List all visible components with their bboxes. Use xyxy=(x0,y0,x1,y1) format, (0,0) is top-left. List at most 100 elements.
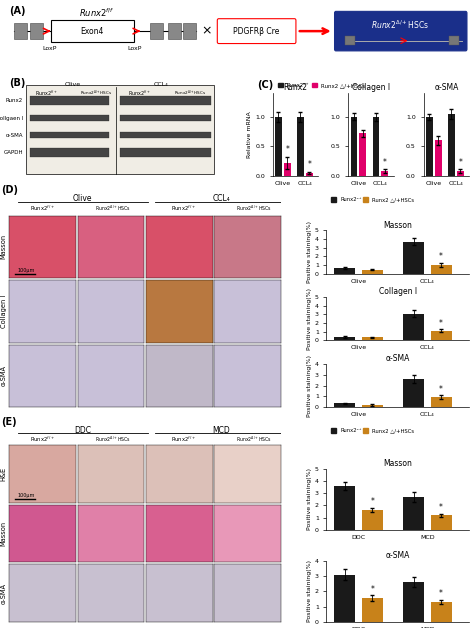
Y-axis label: Positive staining(%): Positive staining(%) xyxy=(307,288,312,350)
Bar xyxy=(51,20,134,42)
Text: Runx2$^{\Delta/+}$HSCs: Runx2$^{\Delta/+}$HSCs xyxy=(236,204,272,214)
Bar xyxy=(30,115,109,121)
Text: $\it{Runx2}^{f/f}$: $\it{Runx2}^{f/f}$ xyxy=(79,6,115,19)
Bar xyxy=(359,133,366,176)
Bar xyxy=(430,602,452,622)
Bar xyxy=(457,171,464,176)
Bar xyxy=(448,114,455,176)
Text: Runx2$^{f/+}$: Runx2$^{f/+}$ xyxy=(35,89,58,97)
Title: Masson: Masson xyxy=(383,220,412,230)
Legend: Runx2ᵒ⁺, Runx2 △/+HSCs: Runx2ᵒ⁺, Runx2 △/+HSCs xyxy=(275,80,367,90)
Bar xyxy=(297,117,304,176)
Bar xyxy=(120,97,211,105)
Text: *: * xyxy=(439,589,443,598)
Y-axis label: Positive staining(%): Positive staining(%) xyxy=(307,468,312,530)
Bar xyxy=(14,23,27,39)
Title: Masson: Masson xyxy=(383,459,412,468)
Bar xyxy=(30,148,109,158)
Legend: Runx2ᵒ⁺, Runx2 △/+HSCs: Runx2ᵒ⁺, Runx2 △/+HSCs xyxy=(329,426,417,435)
Y-axis label: Relative mRNA: Relative mRNA xyxy=(247,111,252,158)
Bar xyxy=(362,337,383,340)
Bar xyxy=(120,133,211,138)
Bar xyxy=(334,337,355,340)
Text: DDC: DDC xyxy=(74,426,91,435)
Text: Runx2$^{f/+}$: Runx2$^{f/+}$ xyxy=(30,204,55,214)
Text: α-SMA: α-SMA xyxy=(5,133,23,138)
Text: 100μm: 100μm xyxy=(18,268,35,273)
Bar xyxy=(334,486,355,529)
Bar xyxy=(403,313,424,340)
Text: Runx2$^{\Delta/+}$HSCs: Runx2$^{\Delta/+}$HSCs xyxy=(95,435,131,444)
Text: Runx2$^{f/+}$: Runx2$^{f/+}$ xyxy=(171,435,196,444)
Text: (C): (C) xyxy=(257,80,273,90)
Text: (D): (D) xyxy=(1,185,18,195)
Bar xyxy=(345,36,355,45)
Y-axis label: H&E: H&E xyxy=(0,467,7,481)
Bar xyxy=(430,331,452,340)
Text: Runx2$^{\Delta/+}$HSCs: Runx2$^{\Delta/+}$HSCs xyxy=(236,435,272,444)
Bar xyxy=(30,133,109,138)
Bar xyxy=(120,115,211,121)
Bar xyxy=(362,598,383,622)
Text: *: * xyxy=(370,497,374,506)
Y-axis label: Masson: Masson xyxy=(0,521,7,546)
Text: Olive: Olive xyxy=(73,195,92,203)
Bar xyxy=(168,23,181,39)
Text: (A): (A) xyxy=(9,6,26,16)
Bar xyxy=(30,23,43,39)
Bar xyxy=(30,97,109,105)
Title: α-SMA: α-SMA xyxy=(386,551,410,560)
Text: Runx2$^{\Delta/+}$HSCs: Runx2$^{\Delta/+}$HSCs xyxy=(174,89,206,97)
Text: *: * xyxy=(439,319,443,328)
Text: GAPDH: GAPDH xyxy=(3,150,23,155)
Title: Runx2: Runx2 xyxy=(283,84,308,92)
Bar xyxy=(362,270,383,274)
Bar xyxy=(334,403,355,407)
Title: α-SMA: α-SMA xyxy=(386,354,410,363)
Y-axis label: Positive staining(%): Positive staining(%) xyxy=(307,355,312,416)
Bar xyxy=(120,148,211,158)
Bar xyxy=(430,515,452,529)
Bar xyxy=(362,510,383,529)
Bar xyxy=(362,405,383,407)
Text: CCL₄: CCL₄ xyxy=(154,82,169,87)
Text: (E): (E) xyxy=(1,417,17,427)
Bar xyxy=(382,171,388,176)
Text: LoxP: LoxP xyxy=(128,46,142,51)
Text: *: * xyxy=(383,158,387,166)
Bar xyxy=(426,117,433,176)
Title: Collagen I: Collagen I xyxy=(352,84,390,92)
Text: PDGFRβ Cre: PDGFRβ Cre xyxy=(233,26,280,36)
Bar xyxy=(183,23,196,39)
Bar xyxy=(448,36,459,45)
Bar xyxy=(334,575,355,622)
Text: $\it{Runx2}^{\Delta/+}$HSCs: $\it{Runx2}^{\Delta/+}$HSCs xyxy=(371,18,429,31)
Text: Runx2$^{f/+}$: Runx2$^{f/+}$ xyxy=(30,435,55,444)
Y-axis label: Masson: Masson xyxy=(0,234,7,259)
Bar xyxy=(150,23,163,39)
Y-axis label: Positive staining(%): Positive staining(%) xyxy=(307,560,312,622)
Bar xyxy=(306,173,313,176)
Text: *: * xyxy=(439,502,443,512)
Bar xyxy=(435,140,442,176)
Text: *: * xyxy=(439,252,443,261)
Bar xyxy=(334,268,355,274)
Y-axis label: α-SMA: α-SMA xyxy=(0,583,7,604)
Bar xyxy=(403,379,424,407)
Bar xyxy=(373,117,379,176)
Title: α-SMA: α-SMA xyxy=(434,84,458,92)
Text: MCD: MCD xyxy=(212,426,230,435)
Text: Runx2$^{f/+}$: Runx2$^{f/+}$ xyxy=(128,89,151,97)
Legend: Runx2ᵒ⁺, Runx2 △/+HSCs: Runx2ᵒ⁺, Runx2 △/+HSCs xyxy=(329,195,417,205)
Bar xyxy=(430,397,452,407)
Text: *: * xyxy=(458,158,462,166)
Text: CCL₄: CCL₄ xyxy=(212,195,230,203)
Bar xyxy=(284,163,291,176)
Bar xyxy=(403,242,424,274)
Bar xyxy=(351,117,357,176)
Text: *: * xyxy=(370,585,374,593)
Bar xyxy=(403,497,424,529)
Text: LoxP: LoxP xyxy=(42,46,57,51)
Y-axis label: Positive staining(%): Positive staining(%) xyxy=(307,221,312,283)
Text: Runx2: Runx2 xyxy=(6,99,23,103)
